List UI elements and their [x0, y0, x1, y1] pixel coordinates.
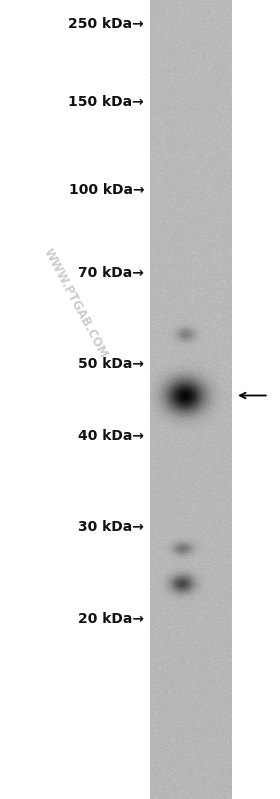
Text: 150 kDa→: 150 kDa→ — [68, 95, 144, 109]
Text: 70 kDa→: 70 kDa→ — [78, 266, 144, 280]
Text: 30 kDa→: 30 kDa→ — [78, 520, 144, 535]
Text: 40 kDa→: 40 kDa→ — [78, 429, 144, 443]
Text: 100 kDa→: 100 kDa→ — [69, 183, 144, 197]
Text: 20 kDa→: 20 kDa→ — [78, 612, 144, 626]
Text: 250 kDa→: 250 kDa→ — [68, 17, 144, 31]
Text: 50 kDa→: 50 kDa→ — [78, 357, 144, 372]
Text: WWW.PTGAB.COM: WWW.PTGAB.COM — [41, 247, 110, 360]
